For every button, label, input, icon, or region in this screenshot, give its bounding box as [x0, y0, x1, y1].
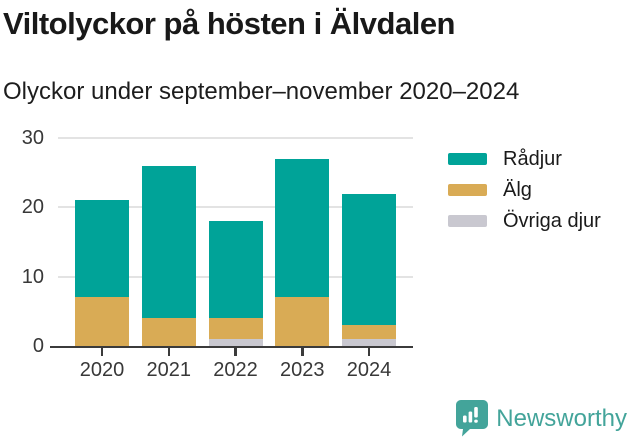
bar-2023 [275, 138, 330, 346]
legend-swatch [448, 153, 487, 165]
x-tick-label: 2023 [280, 359, 325, 381]
x-tick-label: 2021 [146, 359, 192, 381]
plot-area [50, 137, 413, 348]
y-tick-label: 0 [32, 335, 44, 357]
bar-segment-Älg [141, 318, 196, 346]
legend-item-Övriga djur: Övriga djur [448, 210, 601, 232]
x-tick-label: 2020 [79, 359, 125, 381]
bar-segment-Rådjur [208, 221, 263, 319]
x-tick [234, 348, 237, 356]
bar-2024 [342, 138, 396, 346]
legend-item-Rådjur: Rådjur [448, 148, 601, 170]
legend-swatch [448, 184, 487, 196]
gridline-20 [58, 206, 413, 209]
x-tick [301, 348, 304, 356]
bar-segment-Älg [342, 325, 396, 340]
x-tick [367, 348, 371, 356]
y-axis: 0 10 20 30 [0, 127, 44, 357]
y-tick-label: 30 [21, 127, 44, 149]
bar-2021 [141, 138, 196, 346]
newsworthy-logo-icon [456, 400, 489, 437]
bar-segment-Rådjur [342, 193, 396, 326]
legend-label: Rådjur [503, 147, 562, 170]
x-axis: 2020 2021 2022 2023 2024 [58, 348, 413, 390]
brand-name: Newsworthy [496, 404, 627, 432]
x-axis-baseline [50, 345, 413, 348]
x-tick-label: 2024 [346, 359, 392, 381]
legend: Rådjur Älg Övriga djur [448, 148, 601, 241]
bar-segment-Rådjur [275, 158, 330, 298]
bar-segment-Övriga djur [208, 339, 263, 346]
gridline-30 [58, 137, 413, 139]
bar-segment-Övriga djur [342, 339, 396, 346]
x-tick-label: 2022 [213, 359, 258, 381]
legend-swatch [448, 215, 487, 227]
x-tick [100, 348, 104, 356]
bar-2020 [75, 138, 129, 346]
legend-item-Älg: Älg [448, 179, 601, 201]
legend-label: Älg [503, 178, 532, 201]
bar-segment-Älg [208, 318, 263, 340]
bar-segment-Älg [75, 297, 129, 346]
bar-segment-Rådjur [141, 165, 196, 319]
page-title: Viltolyckor på hösten i Älvdalen [3, 6, 456, 41]
bar-segment-Rådjur [75, 200, 129, 298]
brand-footer[interactable]: Newsworthy [456, 400, 627, 437]
y-tick-label: 10 [21, 265, 44, 288]
chart-subtitle: Olyckor under september–november 2020–20… [3, 78, 520, 105]
x-tick [167, 348, 170, 356]
y-tick-label: 20 [21, 196, 44, 219]
bar-2022 [208, 138, 263, 346]
bar-segment-Älg [275, 297, 330, 346]
legend-label: Övriga djur [503, 209, 601, 232]
